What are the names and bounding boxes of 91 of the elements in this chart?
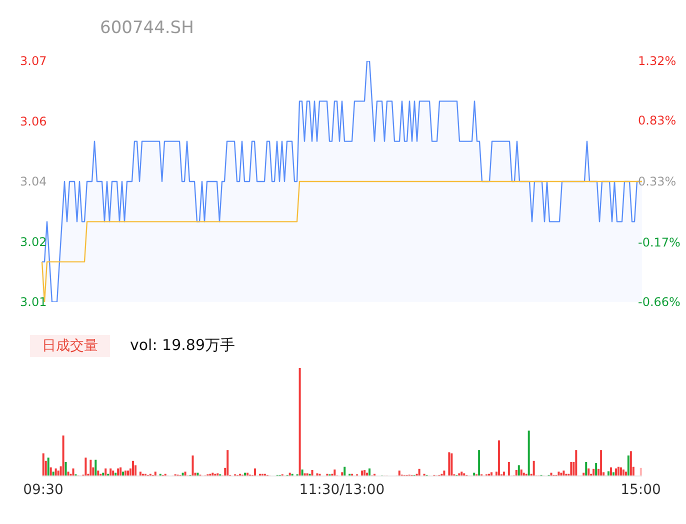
- bar: [570, 462, 572, 476]
- bar: [184, 472, 186, 476]
- bar: [460, 472, 463, 476]
- bar: [122, 472, 124, 476]
- bar: [630, 451, 632, 476]
- y2-tick-label: -0.66%: [638, 295, 680, 309]
- bar: [610, 467, 612, 476]
- x-tick-label: 09:30: [23, 482, 64, 498]
- bar: [361, 470, 364, 476]
- text: vol: 19.89万手: [130, 336, 235, 355]
- bar: [110, 468, 112, 476]
- bar: [57, 470, 60, 476]
- bar: [608, 471, 610, 476]
- bar: [478, 450, 480, 476]
- bar: [72, 468, 74, 476]
- bar: [117, 468, 120, 476]
- bar: [254, 468, 256, 476]
- bar: [120, 467, 122, 476]
- bar: [520, 470, 522, 476]
- bar: [562, 470, 565, 476]
- bar: [298, 368, 301, 476]
- bar: [134, 465, 136, 476]
- y-tick-label: 3.06: [20, 114, 47, 128]
- bar: [595, 463, 598, 476]
- bar: [341, 472, 344, 476]
- bar: [612, 472, 614, 476]
- bar: [558, 472, 560, 476]
- bar: [226, 450, 229, 476]
- bar: [627, 455, 630, 476]
- bar: [84, 458, 87, 476]
- bar: [64, 462, 67, 476]
- bar: [450, 453, 453, 476]
- bar: [62, 436, 64, 476]
- bar: [344, 466, 346, 476]
- chart-title: 600744.SH: [99, 17, 195, 40]
- y2-tick-label: 1.32%: [638, 54, 676, 68]
- bar: [490, 472, 493, 476]
- bar: [368, 468, 371, 476]
- bar: [508, 462, 510, 476]
- bar: [502, 472, 505, 476]
- bar: [614, 468, 617, 476]
- bar: [398, 470, 400, 476]
- bar: [418, 468, 420, 476]
- bar: [139, 472, 142, 476]
- bar: [132, 460, 134, 476]
- bar: [600, 450, 602, 476]
- chart-title: 日成交量: [30, 335, 110, 357]
- y-tick-label: 3.07: [20, 54, 47, 68]
- bar: [311, 470, 314, 476]
- bar: [620, 467, 622, 476]
- bar: [448, 452, 450, 476]
- bar: [364, 470, 366, 476]
- bar: [127, 470, 130, 476]
- bar: [528, 430, 530, 476]
- bar: [532, 460, 535, 476]
- y2-tick-label: 0.83%: [638, 114, 676, 128]
- bar: [334, 470, 336, 476]
- bar: [50, 467, 52, 476]
- bar: [617, 466, 620, 476]
- y2-tick-label: -0.17%: [638, 235, 680, 250]
- bar: [52, 472, 54, 476]
- bar: [97, 470, 100, 476]
- bar: [154, 472, 156, 476]
- bar: [90, 460, 92, 476]
- bar: [515, 470, 518, 476]
- bar: [192, 455, 194, 476]
- bar: [124, 470, 127, 476]
- bar: [592, 468, 595, 476]
- bar: [498, 440, 500, 476]
- bar: [518, 465, 520, 476]
- bar: [94, 460, 97, 476]
- bar: [47, 458, 50, 476]
- bar: [622, 470, 624, 476]
- bar: [640, 468, 642, 476]
- bar: [42, 453, 44, 476]
- bar: [112, 470, 114, 476]
- bar: [588, 468, 590, 476]
- bar: [301, 470, 304, 476]
- y-tick-label: 3.01: [20, 295, 47, 309]
- bar: [624, 472, 627, 476]
- bar: [54, 468, 57, 476]
- bar: [443, 470, 446, 476]
- y-tick-label: 3.04: [20, 174, 47, 188]
- x-tick-label: 15:00: [620, 482, 661, 498]
- bar: [67, 472, 70, 476]
- bar: [104, 468, 107, 476]
- y2-tick-label: 0.33%: [638, 174, 676, 188]
- x-tick-label: 11:30/13:00: [299, 482, 385, 498]
- bar: [585, 462, 588, 476]
- y-tick-label: 3.02: [20, 234, 47, 249]
- bar: [575, 450, 578, 476]
